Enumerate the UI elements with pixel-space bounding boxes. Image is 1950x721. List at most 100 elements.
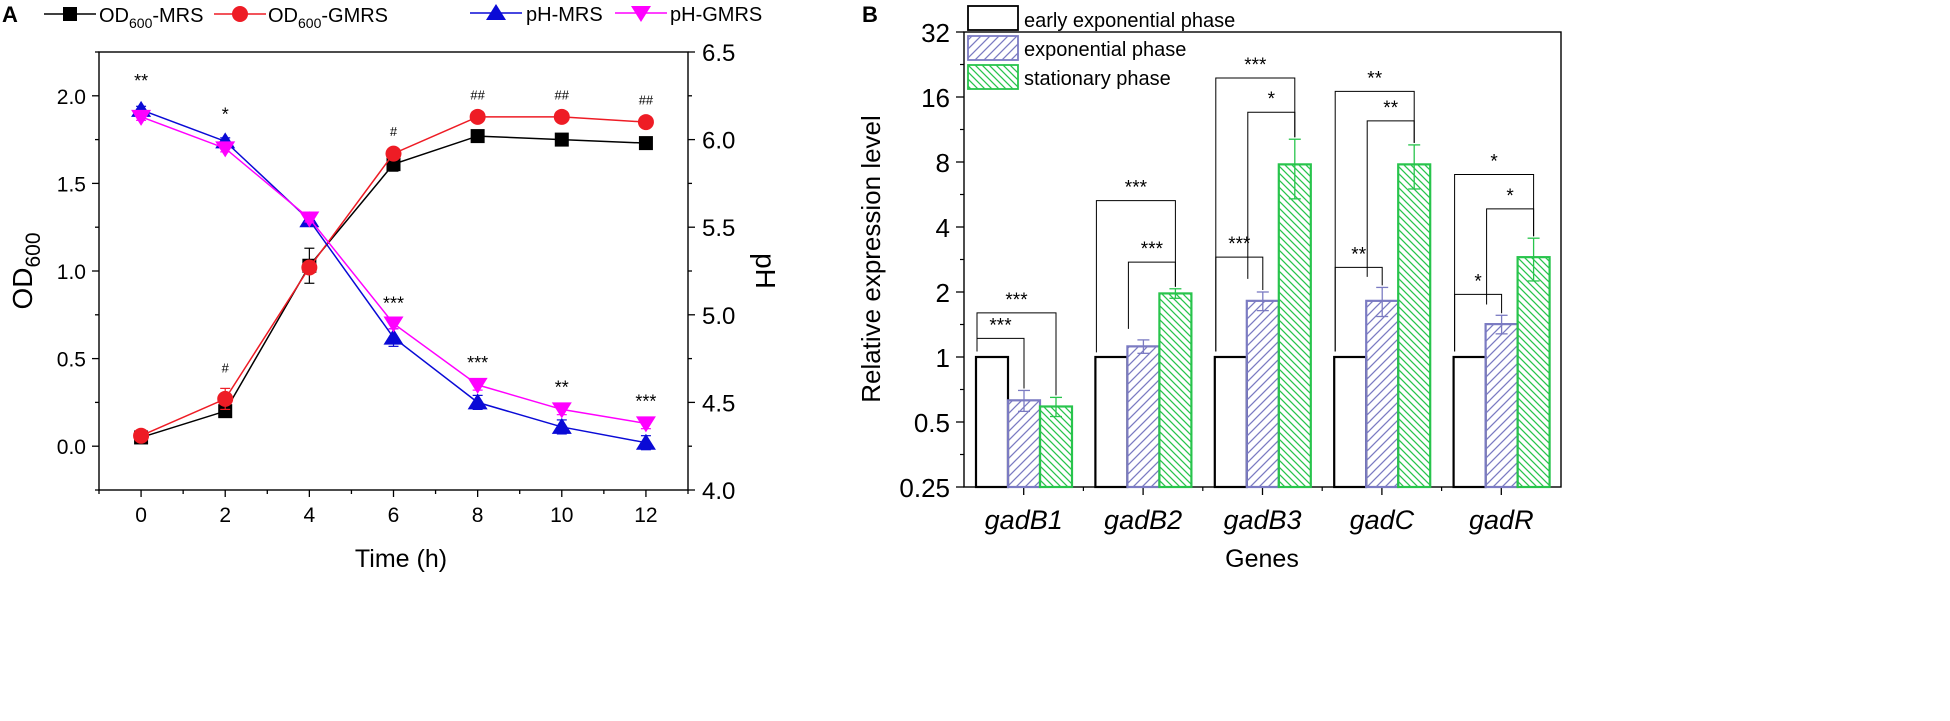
legend-item-ph-gmrs: pH-GMRS <box>615 4 762 26</box>
legend-swatch-early <box>967 5 1019 31</box>
bracket-line <box>1127 261 1176 329</box>
legend-item-exponential: exponential phase <box>967 35 1186 61</box>
significance-mark: # <box>390 124 398 139</box>
panel-a-y-label-left-main: OD <box>7 268 38 310</box>
bracket-line <box>976 312 1057 396</box>
significance-mark: ## <box>555 87 570 102</box>
legend-label-ph-gmrs: pH-GMRS <box>670 4 762 26</box>
significance-mark: *** <box>989 315 1012 336</box>
data-point-circle <box>553 108 570 125</box>
significance-bracket: *** <box>1127 239 1176 329</box>
significance-mark: *** <box>383 294 404 314</box>
data-point-triangle-down <box>131 109 152 126</box>
data-point-circle <box>637 114 654 131</box>
significance-mark: * <box>222 104 229 124</box>
significance-bracket: * <box>1454 271 1503 352</box>
panel-b-label: B <box>862 2 878 27</box>
y-left-tick-label: 0.0 <box>57 436 86 459</box>
x-tick-label: gadC <box>1350 505 1415 535</box>
significance-bracket: *** <box>976 315 1025 389</box>
bracket-line <box>1215 256 1264 352</box>
bar-gadB3-0 <box>1213 355 1248 489</box>
data-point-circle <box>301 259 318 276</box>
significance-mark: ** <box>1351 244 1366 265</box>
data-point-circle <box>133 427 150 444</box>
bar-gadR-1 <box>1484 323 1519 489</box>
data-point-circle <box>385 145 402 162</box>
panel-b-axes: 0.25 0.5 1 2 4 8 16 32 gadB1 gadB2 gadB3 gadC gadR <box>899 18 1533 535</box>
significance-bracket: *** <box>976 290 1057 396</box>
y-tick-label: 0.5 <box>914 408 950 438</box>
significance-mark: *** <box>1228 234 1251 255</box>
x-tick-label: 12 <box>634 504 657 527</box>
data-point-triangle-up <box>467 393 488 410</box>
significance-bracket: *** <box>1095 178 1176 353</box>
y-left-tick-label: 0.5 <box>57 349 86 372</box>
significance-mark: *** <box>635 392 656 412</box>
x-tick-label: 4 <box>304 504 316 527</box>
significance-mark: ** <box>1367 68 1382 89</box>
panel-b-bars <box>974 138 1551 489</box>
panel-a-legend: OD600-MRS OD600-GMRS pH-MRS pH-GMRS <box>44 4 762 31</box>
bar-gadB1-1 <box>1006 399 1042 489</box>
panel-b-significance: **************************** <box>976 55 1535 396</box>
data-point-circle <box>217 390 234 407</box>
series-od600-gmrs <box>133 108 654 444</box>
data-point-triangle-down <box>299 211 320 228</box>
legend-item-early-exponential: early exponential phase <box>967 5 1235 32</box>
bar-gadR-2 <box>1516 256 1551 489</box>
data-point-triangle-down <box>467 377 488 394</box>
panel-a: A 0 2 4 6 8 10 12 0.0 0.5 1.0 1.5 2.0 4.0 4.5 5.0 5.5 6.… <box>2 2 781 573</box>
significance-mark: ** <box>1383 98 1398 119</box>
legend-label-od-gmrs: OD600-GMRS <box>268 5 388 31</box>
x-tick-label: 8 <box>472 504 484 527</box>
panel-a-x-label: Time (h) <box>355 545 447 573</box>
bracket-line <box>1215 77 1296 352</box>
y-tick-label: 8 <box>936 148 950 178</box>
legend-item-od-mrs: OD600-MRS <box>44 5 203 31</box>
bar-gadR-0 <box>1452 355 1487 489</box>
data-point-square <box>470 129 485 144</box>
significance-bracket: ** <box>1334 244 1383 352</box>
significance-mark: * <box>1490 152 1498 173</box>
x-tick-label: 2 <box>219 504 231 527</box>
legend-label-exponential: exponential phase <box>1024 39 1186 61</box>
bar-gadC-0 <box>1333 355 1368 489</box>
panel-a-y-label-left: OD600 <box>7 232 45 309</box>
x-tick-label: 0 <box>135 504 147 527</box>
significance-bracket: ** <box>1334 68 1415 352</box>
significance-mark: * <box>1268 89 1276 110</box>
panel-a-annotations: ***#### ## ##*********** <box>134 71 656 412</box>
legend-item-stationary: stationary phase <box>967 64 1171 90</box>
y-right-tick-label: 6.0 <box>702 128 735 155</box>
panel-a-y-label-right: pH <box>750 253 781 289</box>
legend-marker-triangle-down <box>631 6 651 22</box>
significance-mark: ## <box>470 87 485 102</box>
panel-a-label: A <box>2 2 18 27</box>
significance-mark: ** <box>134 71 148 91</box>
y-left-tick-label: 1.0 <box>57 261 86 284</box>
legend-label-stationary: stationary phase <box>1024 68 1171 90</box>
y-left-tick-label: 1.5 <box>57 173 86 196</box>
bracket-line <box>976 337 1025 389</box>
y-right-tick-label: 5.5 <box>702 215 735 242</box>
significance-mark: *** <box>1125 178 1148 199</box>
data-point-triangle-up <box>551 417 572 434</box>
bar-gadB1-2 <box>1038 405 1074 489</box>
bar-gadB2-2 <box>1158 292 1193 489</box>
y-left-tick-label: 2.0 <box>57 86 86 109</box>
significance-mark: *** <box>467 353 488 373</box>
data-point-triangle-down <box>383 316 404 333</box>
legend-marker-triangle-up <box>486 4 506 20</box>
data-point-triangle-down <box>635 416 656 433</box>
significance-bracket: * <box>1247 89 1296 279</box>
x-tick-label: 6 <box>388 504 400 527</box>
panel-a-plot-frame <box>98 51 689 491</box>
x-tick-label: gadB3 <box>1223 505 1301 535</box>
significance-bracket: * <box>1486 186 1535 305</box>
legend-swatch-exponential <box>967 35 1019 61</box>
significance-bracket: *** <box>1215 234 1264 352</box>
bar-gadB3-2 <box>1277 163 1312 489</box>
bar-gadC-2 <box>1397 163 1432 489</box>
bracket-line <box>1095 200 1176 353</box>
